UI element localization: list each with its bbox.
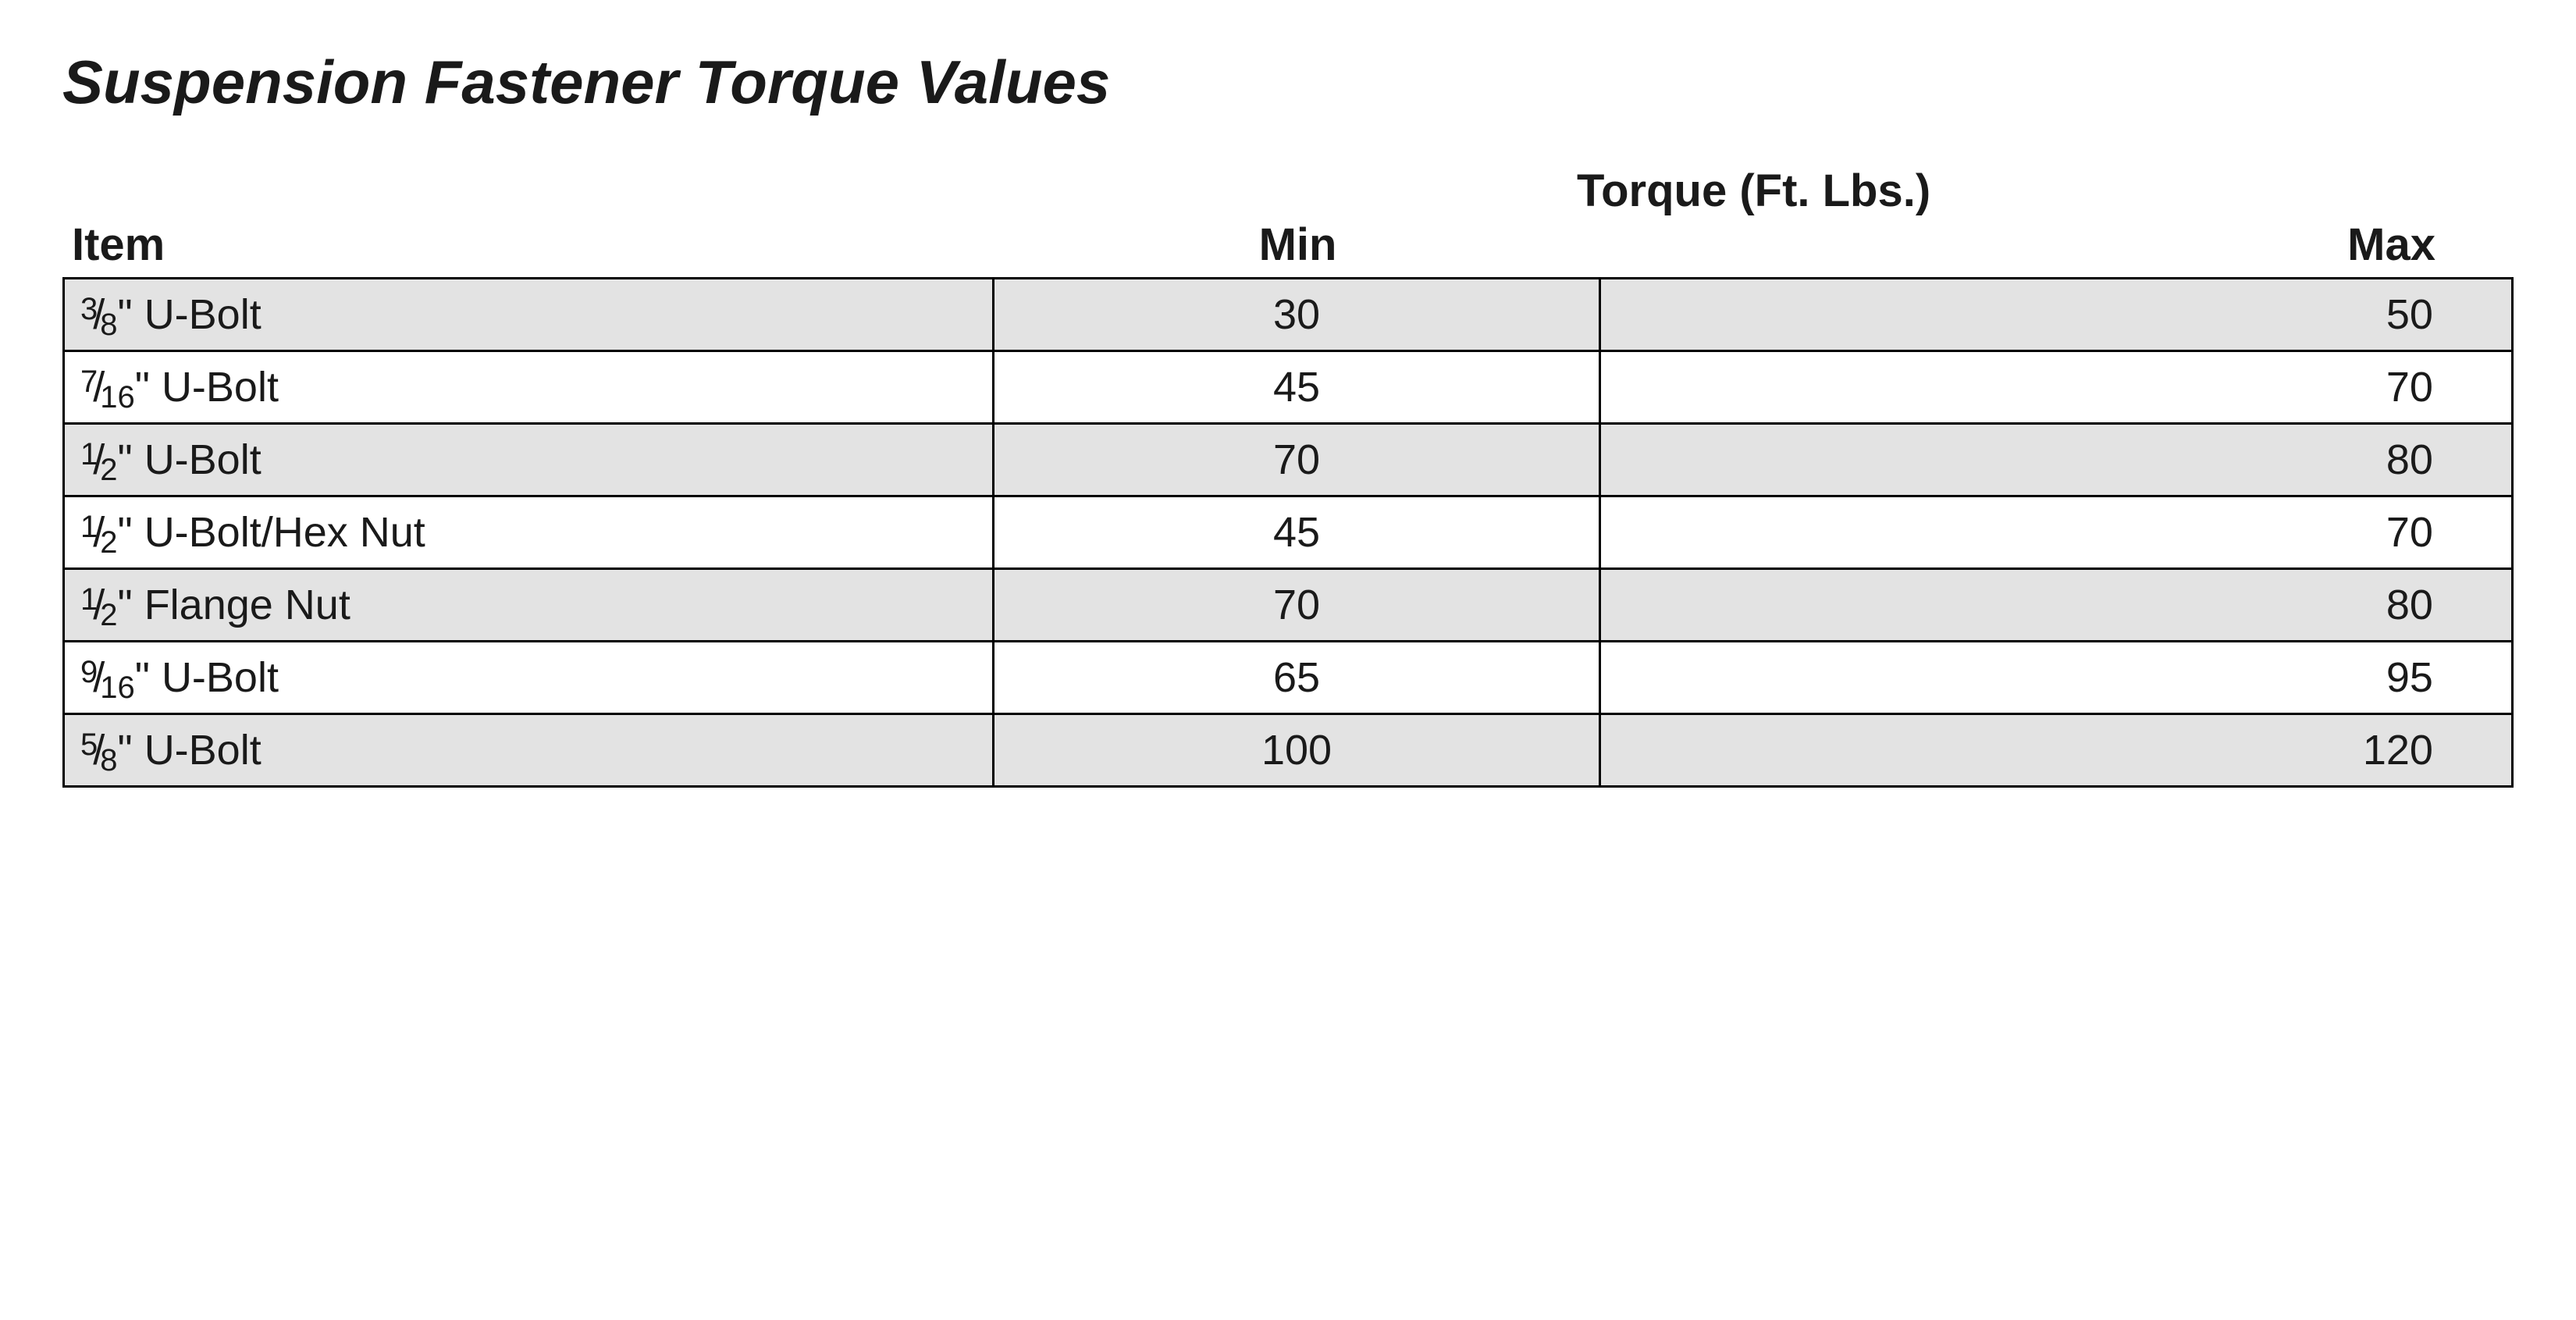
table-row: 1/2" U-Bolt/Hex Nut4570 (62, 495, 2514, 567)
fraction-denominator: 2 (100, 525, 117, 560)
torque-table: Item Torque (Ft. Lbs.) Min Max 3/8" U-Bo… (62, 165, 2514, 788)
cell-max: 70 (1601, 352, 2511, 422)
table-row: 1/2" U-Bolt7080 (62, 422, 2514, 495)
table-body: 3/8" U-Bolt30507/16" U-Bolt45701/2" U-Bo… (62, 277, 2514, 788)
fraction-numerator: 3 (80, 292, 98, 327)
fraction-denominator: 16 (100, 671, 135, 706)
fraction: 5/8 (80, 726, 118, 774)
cell-max: 50 (1601, 279, 2511, 350)
cell-item: 7/16" U-Bolt (65, 352, 994, 422)
page-title: Suspension Fastener Torque Values (62, 47, 2514, 118)
cell-min: 70 (994, 570, 1601, 640)
fraction-denominator: 8 (100, 308, 117, 343)
item-suffix: " U-Bolt (118, 726, 262, 774)
header-min: Min (994, 219, 1602, 277)
item-suffix: " U-Bolt (118, 290, 262, 339)
cell-item: 1/2" U-Bolt (65, 425, 994, 495)
fraction: 1/2 (80, 436, 118, 484)
cell-item: 1/2" U-Bolt/Hex Nut (65, 497, 994, 567)
fraction: 9/16 (80, 653, 135, 702)
item-suffix: " U-Bolt (135, 363, 279, 411)
cell-item: 5/8" U-Bolt (65, 715, 994, 785)
header-torque-sub: Min Max (994, 219, 2514, 277)
header-max: Max (1602, 219, 2514, 277)
cell-min: 45 (994, 352, 1601, 422)
cell-min: 100 (994, 715, 1601, 785)
fraction-numerator: 1 (80, 437, 98, 472)
fraction-numerator: 1 (80, 582, 98, 617)
cell-max: 80 (1601, 425, 2511, 495)
fraction: 3/8 (80, 290, 118, 339)
cell-max: 95 (1601, 642, 2511, 713)
item-suffix: " U-Bolt (118, 436, 262, 484)
cell-max: 120 (1601, 715, 2511, 785)
fraction: 1/2 (80, 508, 118, 557)
item-suffix: " Flange Nut (118, 581, 350, 629)
header-item: Item (62, 165, 994, 277)
fraction-numerator: 1 (80, 510, 98, 545)
table-row: 5/8" U-Bolt100120 (62, 713, 2514, 788)
table-header-row: Item Torque (Ft. Lbs.) Min Max (62, 165, 2514, 277)
cell-min: 30 (994, 279, 1601, 350)
cell-max: 70 (1601, 497, 2511, 567)
fraction-numerator: 5 (80, 728, 98, 763)
item-suffix: " U-Bolt/Hex Nut (118, 508, 425, 557)
fraction-denominator: 8 (100, 743, 117, 778)
item-suffix: " U-Bolt (135, 653, 279, 702)
cell-item: 9/16" U-Bolt (65, 642, 994, 713)
cell-min: 70 (994, 425, 1601, 495)
header-torque-label: Torque (Ft. Lbs.) (994, 165, 2514, 219)
fraction-numerator: 7 (80, 365, 98, 400)
cell-min: 45 (994, 497, 1601, 567)
fraction-denominator: 2 (100, 453, 117, 488)
fraction-denominator: 16 (100, 380, 135, 415)
fraction: 7/16 (80, 363, 135, 411)
fraction-numerator: 9 (80, 655, 98, 690)
cell-item: 3/8" U-Bolt (65, 279, 994, 350)
cell-item: 1/2" Flange Nut (65, 570, 994, 640)
fraction: 1/2 (80, 581, 118, 629)
header-torque-group: Torque (Ft. Lbs.) Min Max (994, 165, 2514, 277)
fraction-denominator: 2 (100, 598, 117, 633)
table-row: 7/16" U-Bolt4570 (62, 350, 2514, 422)
table-row: 9/16" U-Bolt6595 (62, 640, 2514, 713)
table-row: 3/8" U-Bolt3050 (62, 277, 2514, 350)
table-row: 1/2" Flange Nut7080 (62, 567, 2514, 640)
cell-max: 80 (1601, 570, 2511, 640)
cell-min: 65 (994, 642, 1601, 713)
